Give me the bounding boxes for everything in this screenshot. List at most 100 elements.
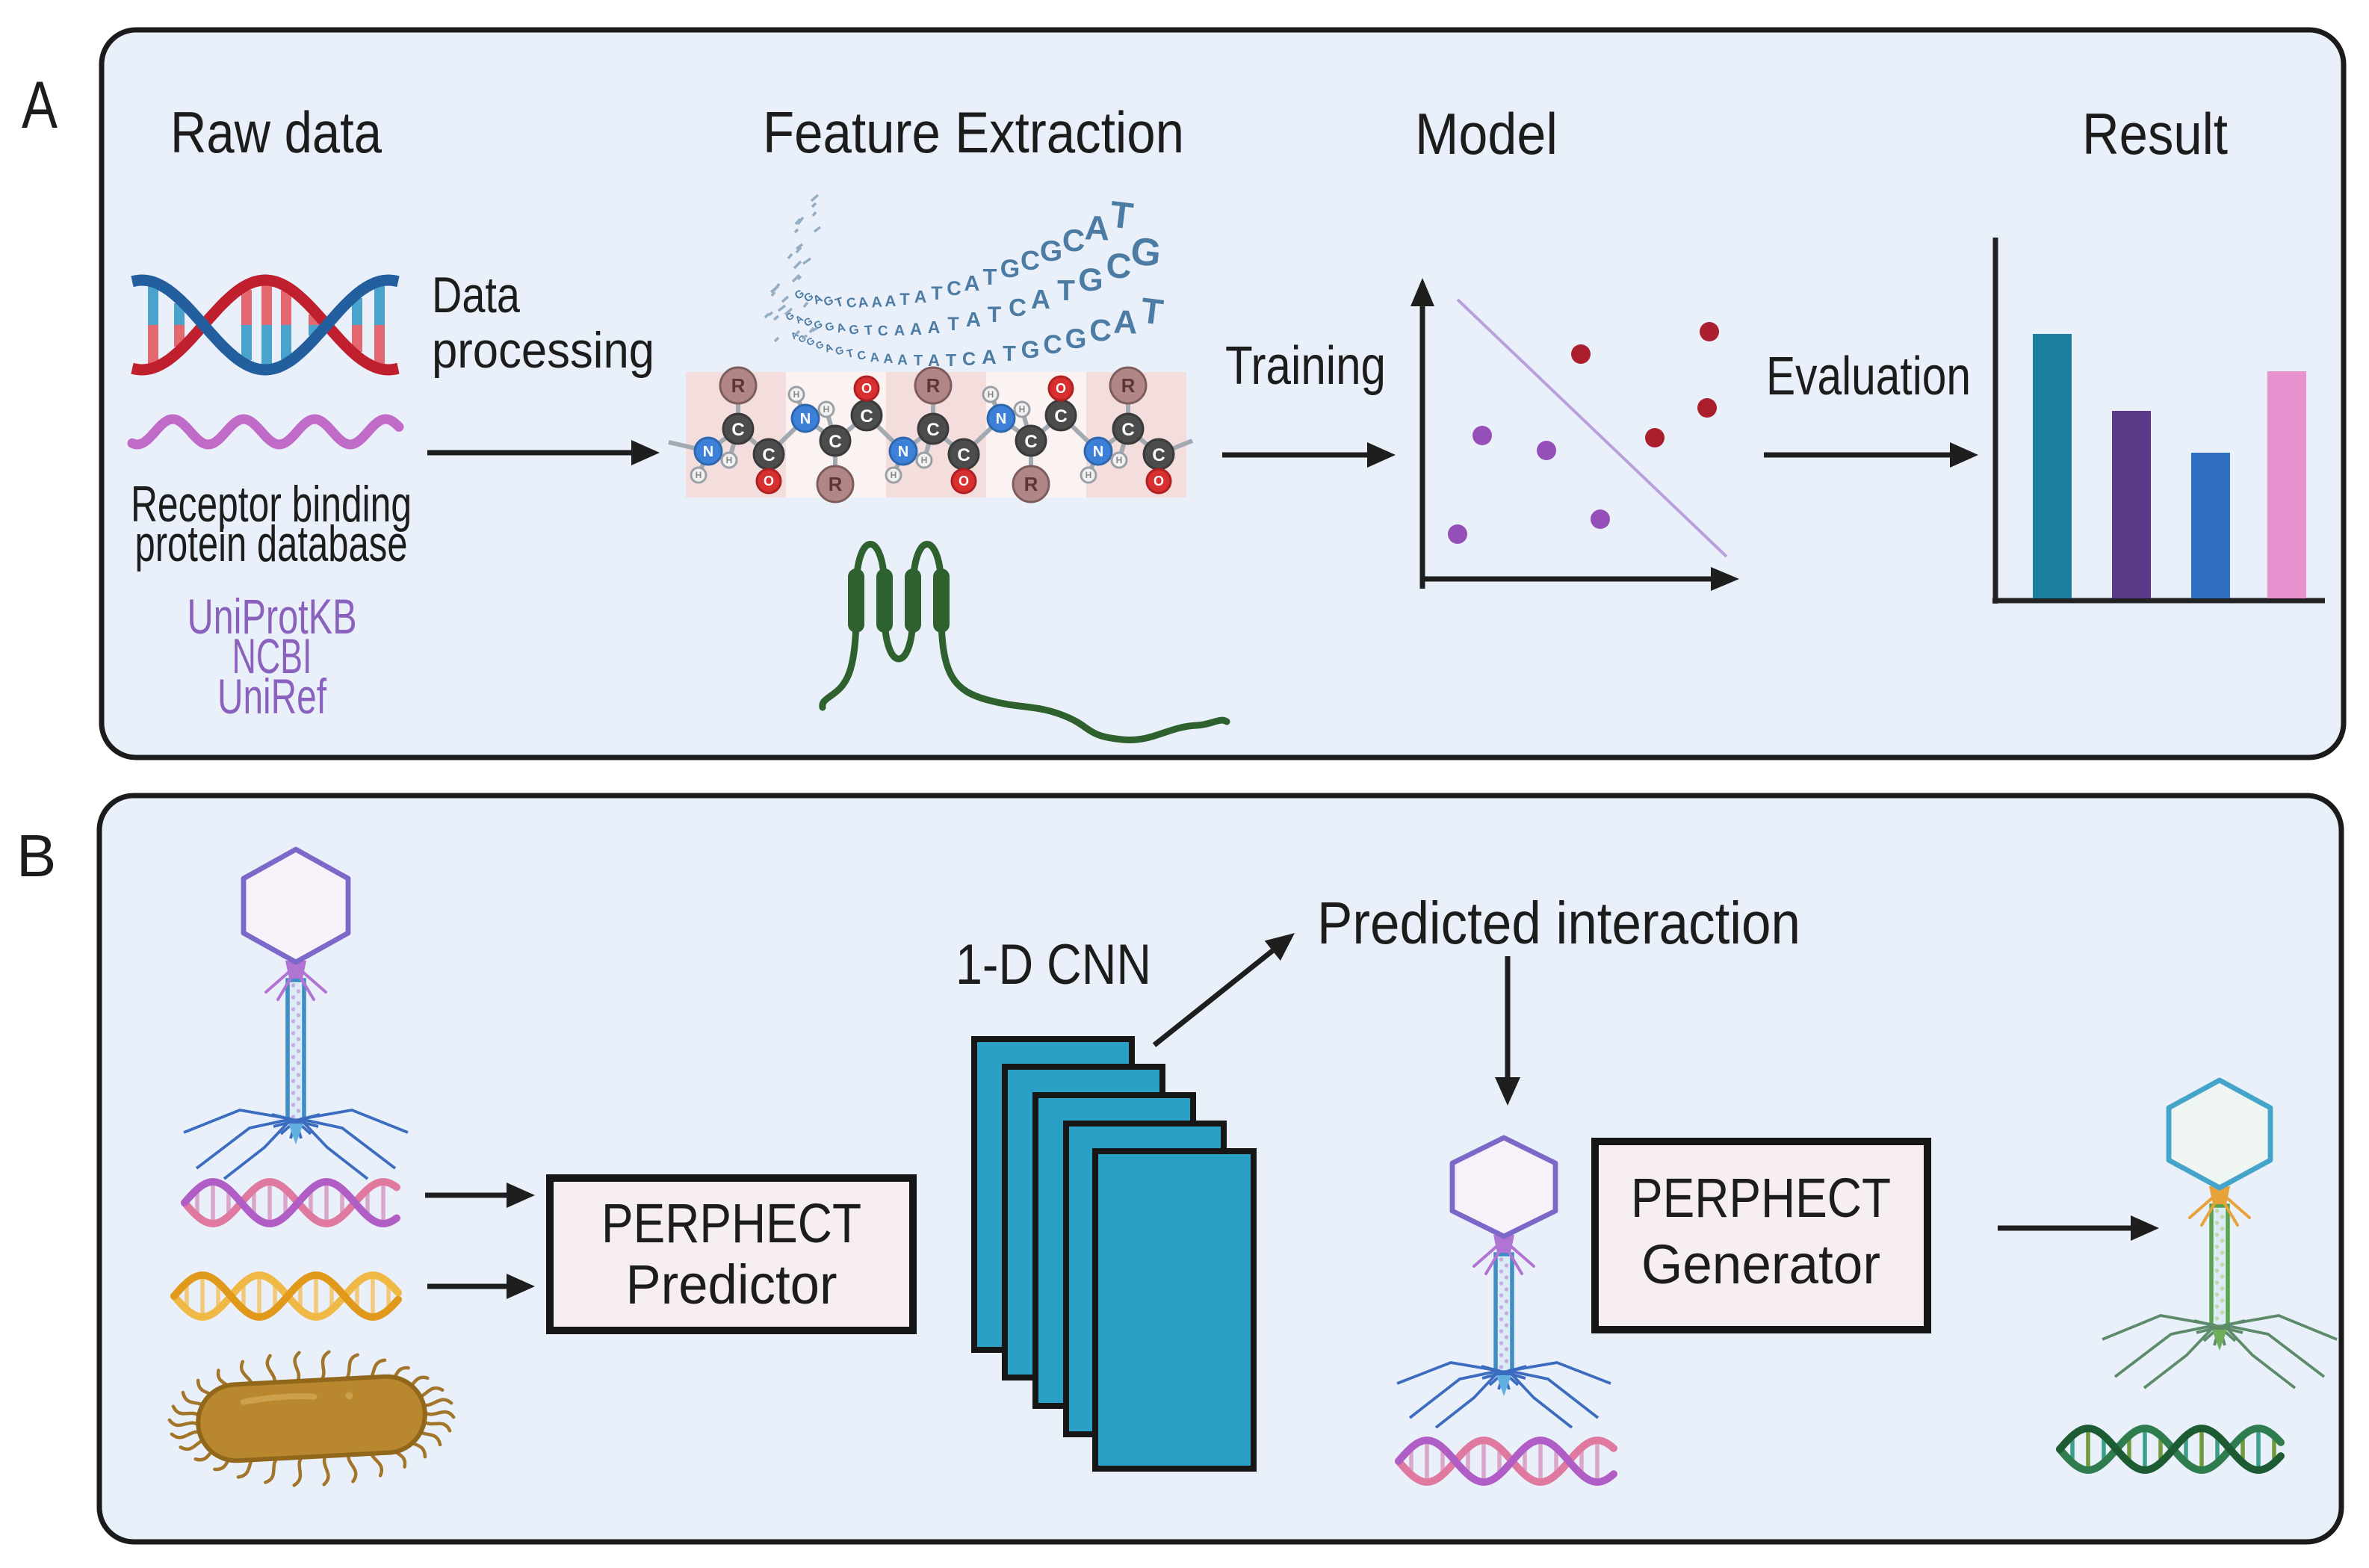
svg-text:Receptor binding: Receptor binding bbox=[131, 476, 412, 533]
svg-text:Raw data: Raw data bbox=[170, 99, 383, 165]
svg-text:C: C bbox=[856, 349, 867, 363]
svg-text:C: C bbox=[926, 420, 939, 440]
svg-text:T: T bbox=[846, 347, 855, 361]
svg-text:C: C bbox=[1106, 245, 1133, 285]
svg-text:R: R bbox=[926, 374, 941, 397]
svg-text:Model: Model bbox=[1415, 101, 1558, 167]
svg-text:A: A bbox=[22, 67, 58, 142]
svg-text:R: R bbox=[1024, 473, 1038, 495]
svg-text:T: T bbox=[983, 264, 997, 290]
svg-text:T: T bbox=[864, 323, 873, 338]
svg-text:Predicted interaction: Predicted interaction bbox=[1317, 890, 1800, 956]
svg-text:T: T bbox=[914, 353, 923, 369]
svg-text:T: T bbox=[1107, 193, 1135, 237]
svg-text:H: H bbox=[726, 455, 733, 465]
svg-text:C: C bbox=[1089, 313, 1112, 347]
svg-text:G: G bbox=[823, 320, 836, 335]
svg-text:A: A bbox=[897, 353, 908, 368]
svg-text:N: N bbox=[1093, 444, 1103, 460]
svg-text:C: C bbox=[957, 445, 970, 465]
svg-text:1-D CNN: 1-D CNN bbox=[956, 933, 1151, 997]
svg-text:A: A bbox=[871, 294, 883, 312]
svg-text:C: C bbox=[1009, 294, 1026, 321]
svg-text:Predictor: Predictor bbox=[626, 1254, 837, 1316]
svg-text:C: C bbox=[731, 420, 744, 440]
svg-text:C: C bbox=[860, 406, 873, 427]
svg-text:A: A bbox=[835, 321, 847, 336]
svg-text:Data: Data bbox=[432, 267, 520, 323]
svg-text:A: A bbox=[885, 293, 896, 310]
svg-text:C: C bbox=[1054, 406, 1067, 427]
svg-text:C: C bbox=[762, 445, 775, 465]
svg-text:A: A bbox=[964, 272, 980, 296]
svg-text:Generator: Generator bbox=[1641, 1233, 1880, 1295]
svg-text:H: H bbox=[1086, 470, 1092, 480]
svg-text:H: H bbox=[793, 389, 800, 400]
svg-text:UniRef: UniRef bbox=[217, 669, 326, 724]
svg-text:H: H bbox=[988, 389, 994, 400]
svg-text:O: O bbox=[1153, 474, 1164, 489]
svg-text:O: O bbox=[861, 381, 872, 396]
svg-text:C: C bbox=[1043, 330, 1062, 359]
svg-text:G: G bbox=[822, 294, 835, 310]
svg-text:A: A bbox=[914, 287, 927, 306]
svg-text:PERPHECT: PERPHECT bbox=[1631, 1167, 1891, 1229]
svg-text:C: C bbox=[1021, 245, 1040, 276]
svg-text:O: O bbox=[959, 474, 969, 489]
svg-text:Training: Training bbox=[1225, 336, 1386, 396]
svg-text:T: T bbox=[947, 314, 959, 335]
svg-text:Result: Result bbox=[2082, 101, 2228, 167]
svg-text:T: T bbox=[1003, 342, 1016, 366]
svg-text:T: T bbox=[931, 283, 942, 304]
svg-text:A: A bbox=[883, 351, 893, 366]
svg-text:C: C bbox=[962, 349, 976, 370]
svg-text:H: H bbox=[921, 455, 928, 465]
svg-text:A: A bbox=[928, 317, 941, 337]
svg-text:G: G bbox=[1129, 229, 1163, 276]
svg-text:C: C bbox=[878, 323, 889, 339]
svg-text:G: G bbox=[834, 344, 845, 358]
svg-text:N: N bbox=[898, 444, 908, 460]
svg-text:H: H bbox=[823, 404, 830, 415]
svg-text:T: T bbox=[988, 303, 1001, 327]
svg-text:H: H bbox=[1019, 404, 1026, 415]
svg-text:T: T bbox=[1057, 275, 1075, 307]
svg-text:C: C bbox=[1062, 223, 1085, 258]
svg-text:A: A bbox=[966, 308, 981, 331]
svg-text:G: G bbox=[848, 322, 860, 338]
svg-text:G: G bbox=[1065, 323, 1087, 354]
svg-text:A: A bbox=[857, 294, 870, 312]
svg-text:Feature Extraction: Feature Extraction bbox=[763, 99, 1184, 165]
svg-text:C: C bbox=[829, 432, 841, 452]
svg-text:UniProtKB: UniProtKB bbox=[188, 589, 357, 644]
svg-text:A: A bbox=[1031, 284, 1050, 314]
svg-text:R: R bbox=[829, 473, 843, 495]
svg-text:C: C bbox=[947, 277, 961, 300]
svg-text:N: N bbox=[800, 411, 811, 427]
svg-text:A: A bbox=[894, 323, 905, 339]
svg-text:T: T bbox=[899, 290, 910, 309]
svg-text:C: C bbox=[1024, 432, 1037, 452]
svg-text:H: H bbox=[696, 470, 702, 480]
svg-text:G: G bbox=[1021, 336, 1040, 363]
svg-text:B: B bbox=[16, 822, 56, 889]
svg-text:PERPHECT: PERPHECT bbox=[601, 1192, 861, 1254]
svg-text:R: R bbox=[1121, 374, 1136, 397]
svg-text:processing: processing bbox=[432, 322, 654, 379]
svg-text:A: A bbox=[1084, 208, 1110, 247]
svg-text:A: A bbox=[910, 320, 922, 338]
svg-text:N: N bbox=[996, 411, 1006, 427]
svg-text:H: H bbox=[1116, 455, 1123, 465]
svg-text:A: A bbox=[1113, 303, 1138, 341]
svg-text:Evaluation: Evaluation bbox=[1766, 347, 1971, 406]
svg-text:A: A bbox=[982, 346, 997, 368]
svg-text:O: O bbox=[764, 474, 774, 489]
svg-text:protein database: protein database bbox=[135, 515, 408, 572]
svg-text:N: N bbox=[703, 444, 713, 460]
svg-text:G: G bbox=[1040, 235, 1062, 267]
svg-text:C: C bbox=[1152, 445, 1165, 465]
svg-text:C: C bbox=[1121, 420, 1134, 440]
svg-text:NCBI: NCBI bbox=[232, 628, 312, 684]
svg-text:A: A bbox=[870, 350, 880, 365]
svg-text:C: C bbox=[845, 294, 858, 311]
